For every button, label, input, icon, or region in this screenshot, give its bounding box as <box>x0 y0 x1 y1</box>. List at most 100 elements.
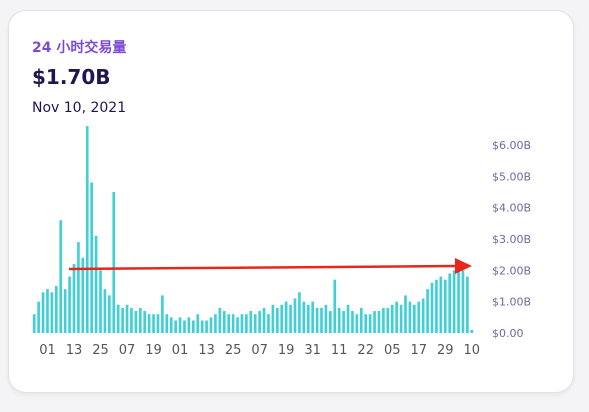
bar <box>59 220 63 333</box>
bar <box>116 304 120 333</box>
date: Nov 10, 2021 <box>32 100 126 116</box>
bar <box>99 270 102 333</box>
bar <box>258 311 261 333</box>
bar <box>284 301 288 333</box>
x-tick-label: 29 <box>437 343 454 358</box>
bar <box>390 304 394 333</box>
bar <box>103 289 107 333</box>
bar <box>426 289 429 333</box>
bar <box>236 317 239 333</box>
bar <box>63 289 67 333</box>
bar <box>337 307 341 333</box>
bar <box>161 295 164 333</box>
bar <box>320 307 323 333</box>
y-tick-label: $1.00B <box>492 296 531 309</box>
x-tick-label: 13 <box>198 343 215 358</box>
bar <box>253 314 257 333</box>
bar <box>156 314 160 333</box>
bar <box>222 311 226 333</box>
bar <box>306 304 310 333</box>
bar <box>324 304 328 333</box>
bar <box>143 311 147 333</box>
bar <box>333 279 337 333</box>
bar <box>240 314 244 333</box>
bar <box>94 235 98 333</box>
bar <box>408 301 412 333</box>
bar <box>443 279 447 333</box>
bar <box>404 295 407 333</box>
x-tick-label: 01 <box>172 343 189 358</box>
y-tick-label: $3.00B <box>492 233 531 246</box>
bar <box>72 264 76 333</box>
bar <box>37 301 40 333</box>
bar <box>329 311 332 333</box>
bar <box>466 276 469 333</box>
bar <box>271 304 275 333</box>
bar <box>293 298 297 333</box>
bar <box>77 242 80 333</box>
bars <box>32 126 474 333</box>
bar <box>373 311 376 333</box>
bar <box>165 314 169 333</box>
bar <box>32 314 36 333</box>
bar <box>134 311 138 333</box>
bar <box>413 304 416 333</box>
bar <box>382 307 385 333</box>
bar <box>315 307 319 333</box>
bar <box>200 320 204 333</box>
bar <box>359 307 363 333</box>
bar <box>209 317 213 333</box>
bar <box>439 276 443 333</box>
bar <box>169 317 173 333</box>
x-tick-label: 19 <box>278 343 295 358</box>
bar <box>121 307 124 333</box>
bar <box>342 311 345 333</box>
bar <box>386 307 390 333</box>
bar <box>130 307 133 333</box>
x-tick-label: 13 <box>66 343 83 358</box>
bar <box>355 314 359 333</box>
bar <box>187 317 191 333</box>
bar <box>364 314 368 333</box>
bar <box>275 307 279 333</box>
bar <box>125 304 129 333</box>
arrow-line <box>68 264 459 271</box>
x-tick-label: 31 <box>304 343 321 358</box>
bar <box>351 311 354 333</box>
bar <box>205 320 208 333</box>
y-tick-label: $0.00 <box>492 327 524 340</box>
x-tick-label: 11 <box>331 343 348 358</box>
arrow-head <box>455 258 472 274</box>
bar <box>54 285 58 333</box>
y-tick-label: $5.00B <box>492 170 531 183</box>
bar <box>50 292 54 333</box>
bar <box>470 329 474 333</box>
bar <box>377 311 381 333</box>
bar <box>430 282 434 333</box>
x-tick-label: 17 <box>410 343 427 358</box>
y-tick-label: $2.00B <box>492 264 531 277</box>
bar <box>298 292 301 333</box>
bar <box>152 314 155 333</box>
bar <box>311 301 314 333</box>
x-tick-label: 07 <box>251 343 268 358</box>
bar <box>178 317 182 333</box>
x-tick-label: 25 <box>225 343 242 358</box>
bar <box>289 304 292 333</box>
bar <box>68 276 71 333</box>
bar <box>46 289 49 333</box>
x-tick-label: 19 <box>145 343 162 358</box>
x-tick-label: 07 <box>119 343 136 358</box>
bar <box>192 320 195 333</box>
bar <box>368 314 372 333</box>
bar <box>81 257 85 333</box>
bar <box>108 295 111 333</box>
bar <box>461 270 465 333</box>
y-tick-label: $6.00B <box>492 139 531 152</box>
bar <box>85 126 89 333</box>
bar <box>399 304 403 333</box>
bar <box>395 301 398 333</box>
arrow <box>68 258 472 274</box>
